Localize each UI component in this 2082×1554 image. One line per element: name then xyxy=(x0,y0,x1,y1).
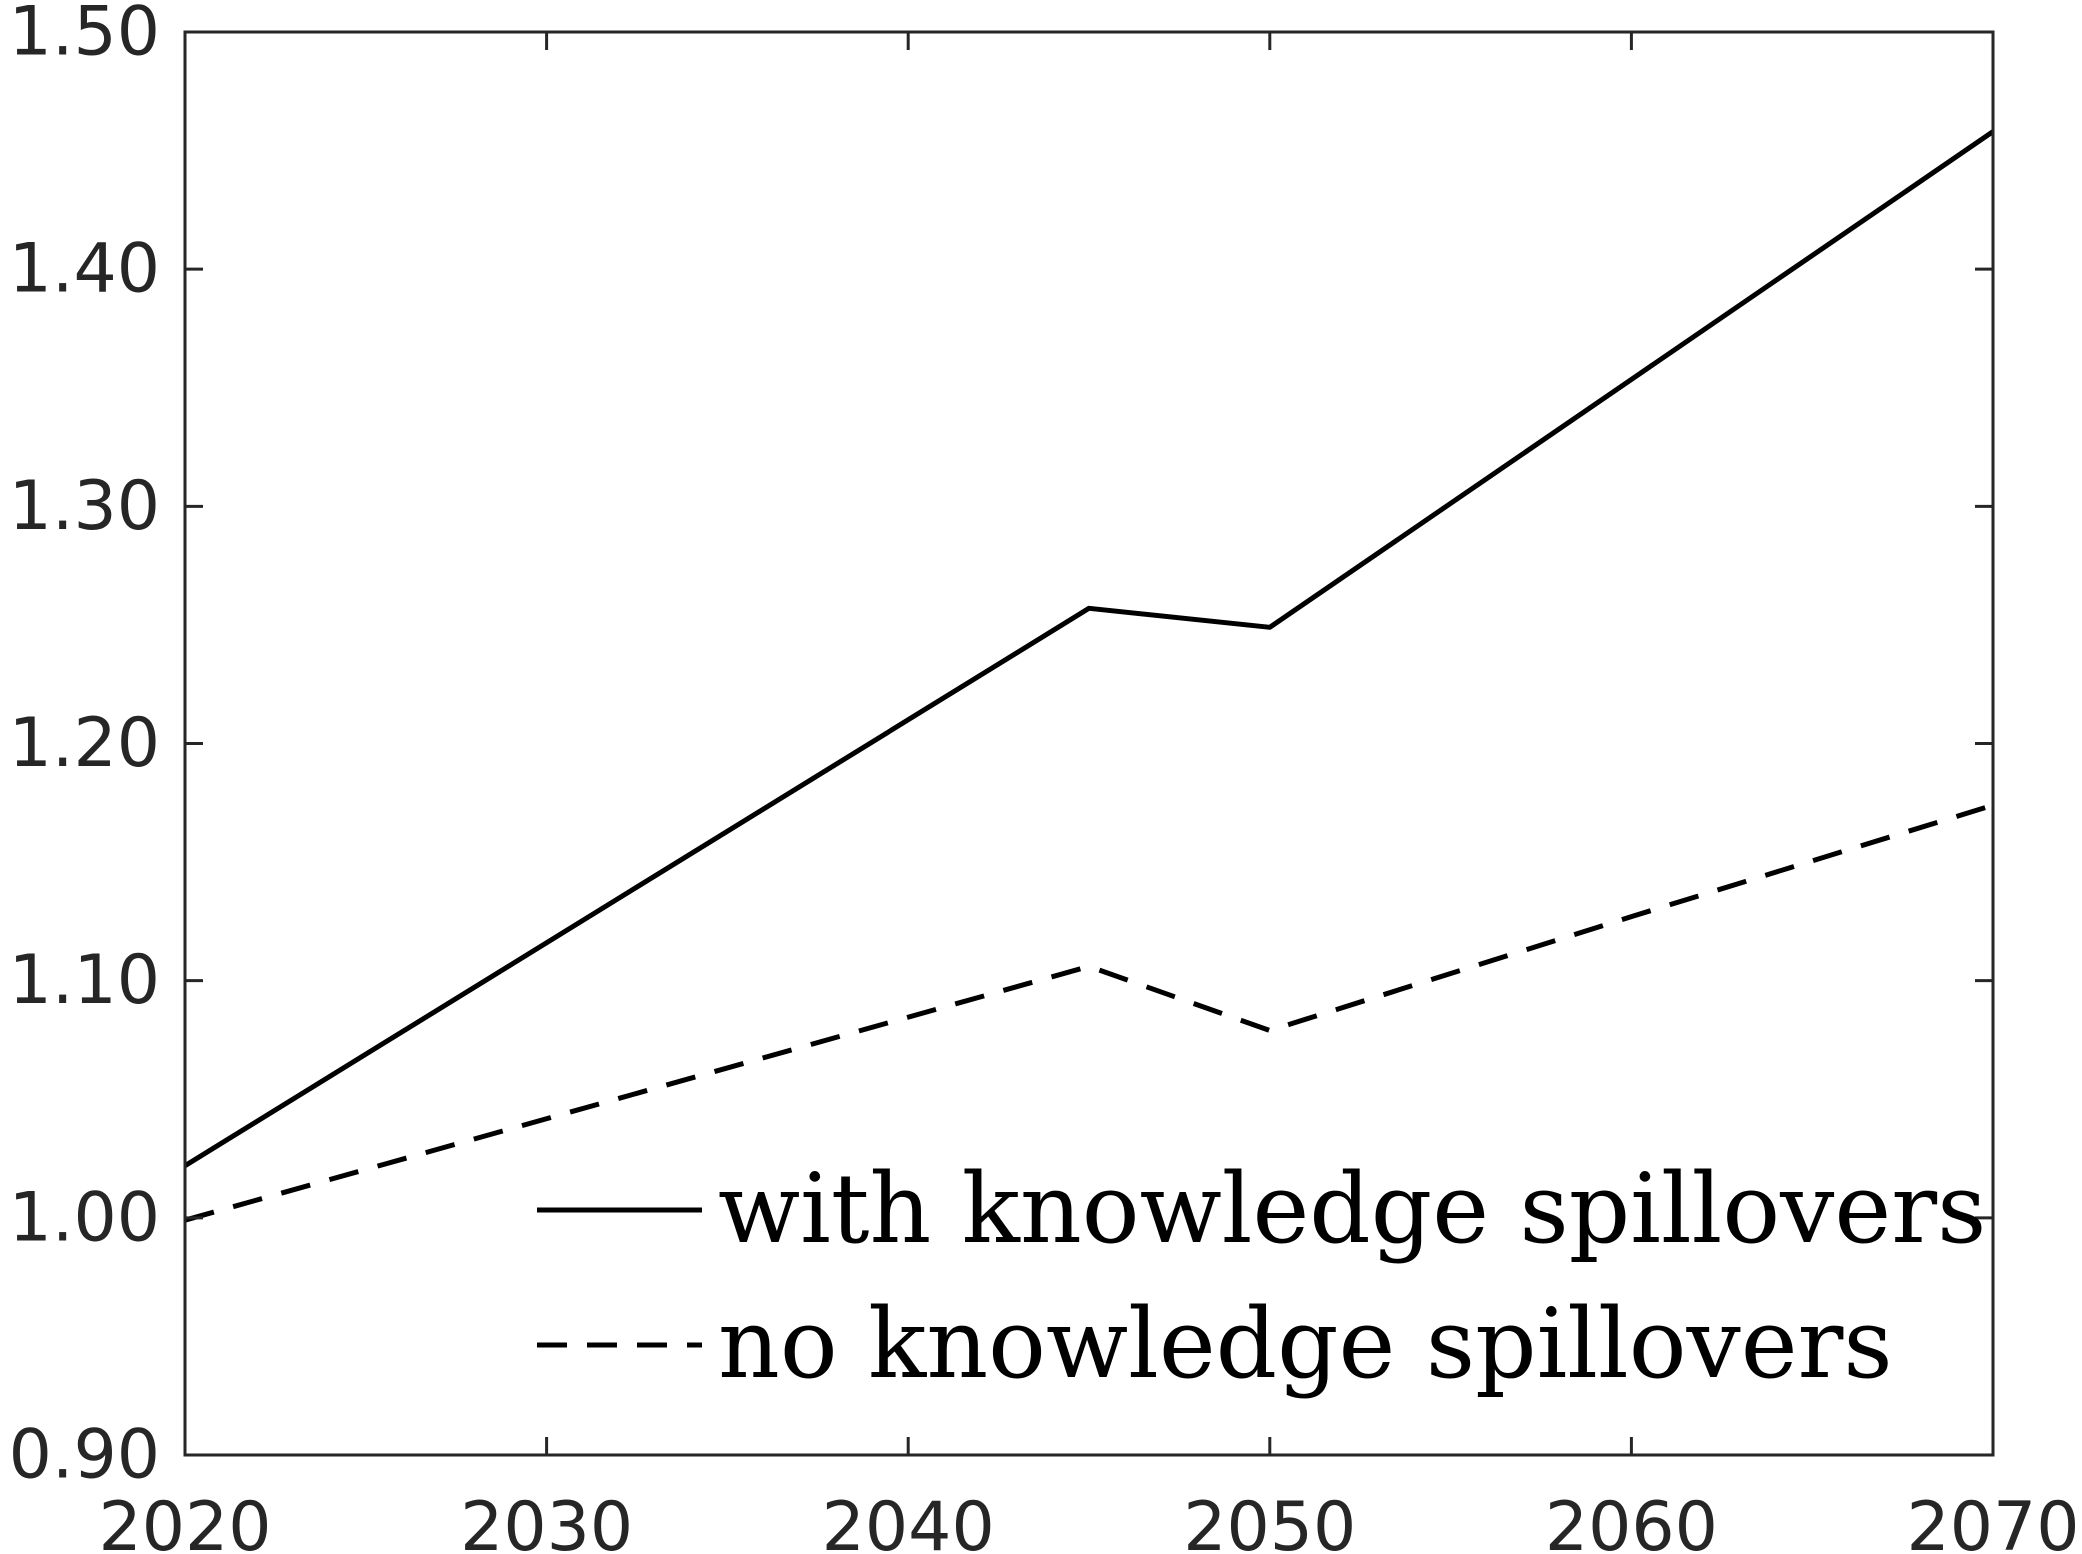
x-tick-label: 2040 xyxy=(822,1488,995,1554)
legend: with knowledge spillovers no knowledge sp… xyxy=(537,1153,1986,1400)
plot-area xyxy=(183,129,1995,1223)
series-line-2 xyxy=(184,802,1994,1223)
axes: 2020 2030 2040 2050 2060 2070 0.90 1.00 1.10 1.20… xyxy=(9,0,2080,1554)
y-tick-label: 0.90 xyxy=(9,1416,160,1495)
y-tick-label: 1.00 xyxy=(9,1178,160,1257)
x-tick-label: 2070 xyxy=(1906,1488,2079,1554)
series-line-1 xyxy=(183,129,1995,1168)
legend-label-2: no knowledge spillovers xyxy=(718,1288,1893,1400)
y-tick-label: 1.40 xyxy=(9,230,160,309)
y-tick-label: 1.10 xyxy=(9,941,160,1020)
y-tick-label: 1.20 xyxy=(9,704,160,783)
y-tick-label: 1.30 xyxy=(9,467,160,546)
x-tick-label: 2020 xyxy=(98,1488,271,1554)
x-tick-label: 2030 xyxy=(460,1488,633,1554)
x-tick-label: 2050 xyxy=(1183,1488,1356,1554)
y-tick-label: 1.50 xyxy=(9,0,160,72)
legend-label-1: with knowledge spillovers xyxy=(718,1153,1986,1265)
x-tick-label: 2060 xyxy=(1545,1488,1718,1554)
